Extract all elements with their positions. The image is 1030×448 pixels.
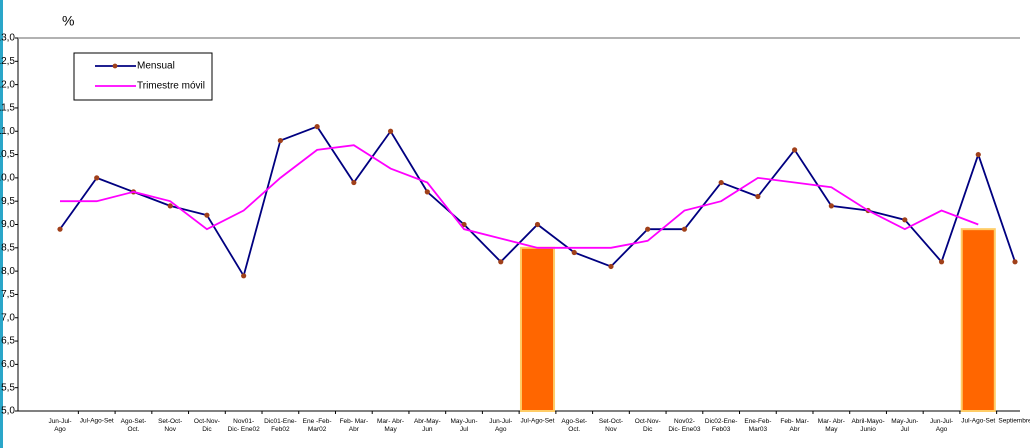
point [718, 179, 724, 186]
bar [960, 228, 996, 412]
y-tick-label: 7,5 [1, 289, 15, 300]
x-tick-label: Jun-Jul-Ago [489, 418, 512, 433]
x-tick-label: Oct-Nov-Dic [635, 418, 661, 433]
point [1012, 259, 1018, 265]
x-tick-label: May-Jun-Jul [891, 418, 918, 433]
point [608, 263, 614, 270]
point [755, 193, 761, 200]
y-tick-label: 6,0 [1, 359, 15, 370]
y-axis-label: % [62, 13, 74, 29]
x-tick-label: Ago-Set-Oct. [121, 418, 147, 433]
point [571, 249, 577, 256]
legend-box [73, 52, 213, 101]
point [938, 259, 945, 265]
x-tick-label: Abril-Mayo-Junio [851, 418, 884, 433]
legend: Mensual Trimestre móvil [73, 52, 213, 101]
legend-label: Trimestre móvil [137, 81, 205, 92]
point [975, 151, 981, 158]
point [424, 189, 430, 195]
point [167, 203, 173, 209]
point [241, 273, 247, 279]
x-tick-label: Jun-Jul-Ago [48, 418, 71, 433]
y-tick-label: 9,0 [1, 219, 15, 230]
x-tick-label: Abr-May-Jun [414, 418, 441, 433]
x-tick-label: Ene -Feb-Mar02 [303, 418, 332, 433]
point [351, 179, 357, 186]
point [792, 147, 798, 153]
legend-label: Mensual [137, 61, 175, 72]
series-line [60, 144, 979, 249]
x-tick-label: May-Jun-Jul [450, 418, 477, 433]
point [645, 226, 651, 232]
y-tick-label: 5,5 [1, 382, 15, 393]
point [828, 203, 834, 209]
y-tick-label: 11,5 [0, 103, 15, 114]
x-tick-label: Dic02-Ene-Feb03 [705, 418, 738, 433]
point [314, 123, 320, 130]
y-tick-label: 12,0 [0, 79, 15, 90]
y-tick-label: 5,0 [1, 406, 15, 417]
point [277, 137, 283, 144]
y-tick-label: 6,5 [1, 336, 15, 347]
x-tick-label: Ago-Set-Oct. [561, 418, 587, 433]
point [57, 226, 63, 232]
x-tick-label: Feb- Mar-Abr [340, 418, 369, 433]
x-tick-label: Jul-Ago-Set [521, 418, 555, 425]
x-tick-label: Jul-Ago-Set [80, 418, 114, 425]
point [387, 128, 394, 134]
x-tick-label: Mar- Abr-May [818, 418, 845, 433]
point [498, 259, 504, 265]
x-tick-label: Jul-Ago-Set [961, 418, 995, 425]
y-tick-label: 8,0 [1, 266, 15, 277]
x-tick-label: Septiembre [998, 418, 1030, 425]
point [461, 221, 467, 228]
x-tick-label: Oct-Nov-Dic [194, 418, 220, 433]
x-tick-label: Feb- Mar-Abr [780, 418, 809, 433]
y-tick-label: 10,5 [0, 149, 15, 160]
point [204, 212, 210, 218]
point [94, 175, 100, 181]
y-tick-label: 7,0 [1, 312, 15, 323]
x-tick-label: Set-Oct-Nov [599, 418, 623, 433]
x-tick-label: Nov02-Dic- Ene03 [668, 418, 701, 433]
point [534, 221, 541, 228]
x-tick-label: Set-Oct-Nov [158, 418, 182, 433]
x-tick-label: Ene-Feb-Mar03 [744, 418, 771, 433]
x-tick-label: Dic01-Ene-Feb02 [264, 418, 297, 433]
y-tick-label: 13,0 [0, 33, 15, 44]
y-tick-label: 12,5 [0, 56, 15, 67]
legend-marker [112, 63, 118, 69]
bar [519, 246, 556, 412]
frame-edge [0, 0, 3, 448]
y-tick-label: 11,0 [0, 126, 15, 137]
y-tick-label: 8,5 [1, 242, 15, 253]
x-tick-label: Mar- Abr-May [377, 418, 404, 433]
y-tick-label: 9,5 [1, 196, 15, 207]
x-tick-label: Nov01-Dic- Ene02 [228, 418, 261, 433]
point [681, 226, 688, 232]
y-tick-label: 10,0 [0, 173, 15, 184]
x-tick-label: Jun-Jul-Ago [930, 418, 953, 433]
point [902, 217, 908, 223]
